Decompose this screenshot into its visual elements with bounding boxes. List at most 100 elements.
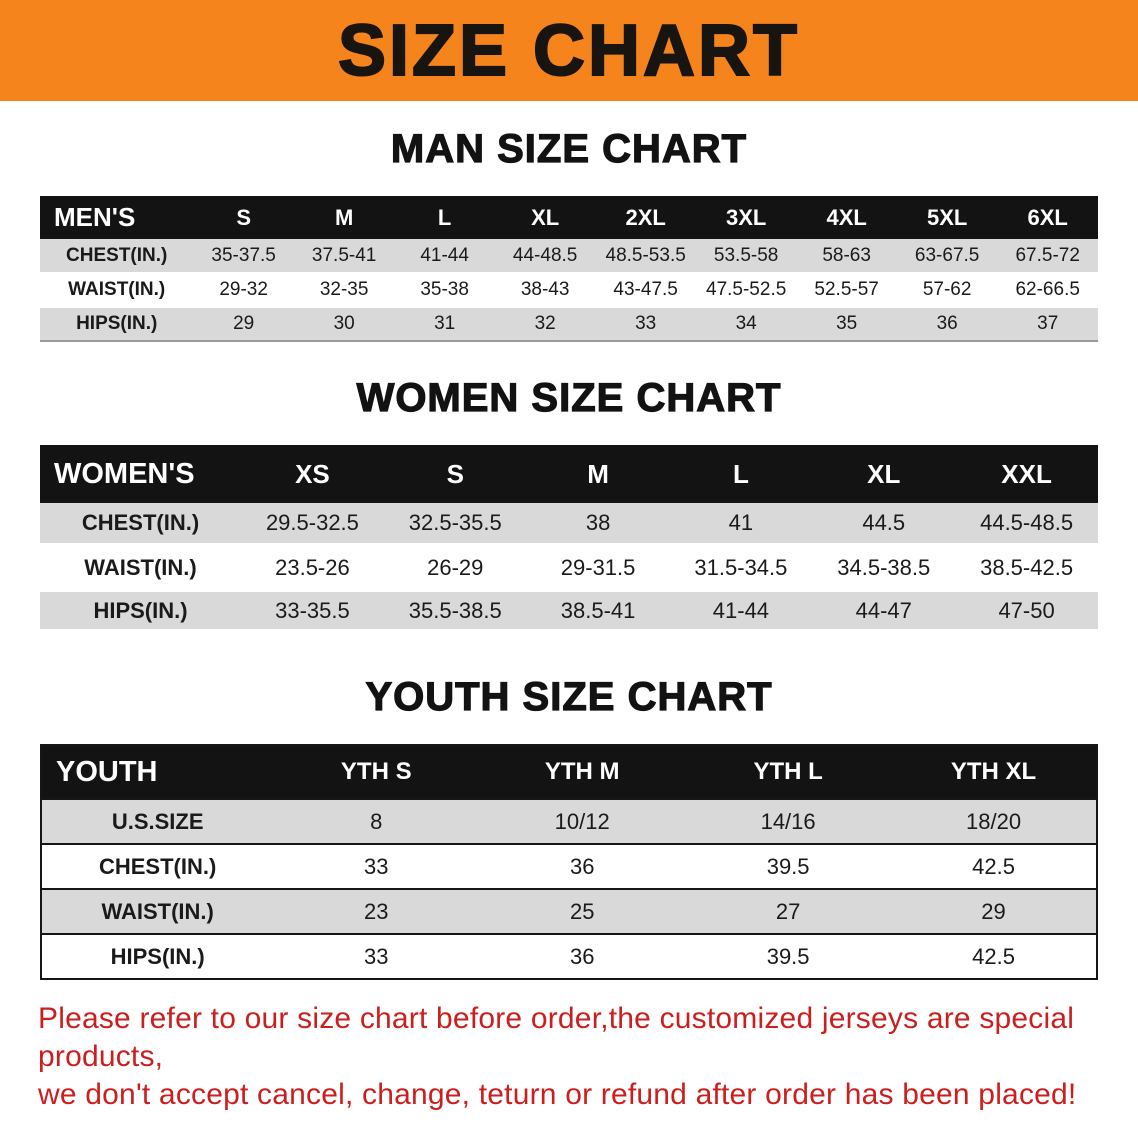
row-label-cell: CHEST(IN.) (98, 853, 217, 879)
size-value-cell: 27 (775, 898, 801, 924)
size-header-cell: 4XL (796, 196, 897, 239)
table-row: WAIST(IN.) 23 25 27 29 (41, 889, 1097, 934)
table-row: CHEST(IN.) 33 36 39.5 42.5 (41, 844, 1097, 889)
disclaimer-line-1: Please refer to our size chart before or… (38, 1002, 1075, 1073)
size-header-cell: S (193, 196, 294, 239)
size-value-cell: 36 (569, 943, 595, 969)
size-value-cell: 58-63 (822, 244, 871, 266)
table-row: HIPS(IN.) 29 30 31 32 33 34 35 36 37 (40, 307, 1098, 341)
size-value-cell: 48.5-53.5 (605, 244, 686, 266)
size-header-cell: YTH M (479, 745, 686, 799)
row-label-cell: WAIST(IN.) (84, 554, 197, 580)
size-value-cell: 31.5-34.5 (694, 554, 788, 580)
row-label-cell: WAIST(IN.) (68, 279, 166, 300)
size-value-cell: 14/16 (760, 808, 816, 834)
size-value-cell: 33 (364, 943, 389, 969)
size-value-cell: 39.5 (766, 943, 810, 969)
size-value-cell: 29.5-32.5 (265, 510, 359, 535)
size-header-cell: 2XL (595, 196, 696, 239)
size-header-cell: L (669, 445, 813, 503)
table-row: CHEST(IN.) 29.5-32.5 32.5-35.5 38 41 44.5 44.5… (40, 503, 1098, 546)
size-value-cell: 33 (364, 853, 389, 879)
size-value-cell: 43-47.5 (613, 279, 678, 300)
row-label-cell: HIPS(IN.) (110, 943, 205, 969)
table-row: WAIST(IN.) 23.5-26 26-29 29-31.5 31.5-34.5 34… (40, 546, 1098, 589)
banner-title: SIZE CHART (337, 10, 800, 92)
size-value-cell: 23.5-26 (275, 554, 350, 580)
women-section-heading: WOMEN SIZE CHART (356, 375, 782, 420)
size-value-cell: 44.5-48.5 (980, 510, 1074, 535)
size-value-cell: 36 (569, 853, 595, 879)
size-value-cell: 67.5-72 (1015, 244, 1080, 266)
size-value-cell: 52.5-57 (814, 279, 879, 300)
size-value-cell: 38-43 (520, 279, 570, 300)
size-value-cell: 41-44 (712, 597, 770, 623)
size-value-cell: 38.5-42.5 (980, 554, 1074, 580)
size-value-cell: 37.5-41 (311, 244, 377, 266)
size-value-cell: 35.5-38.5 (408, 597, 502, 623)
size-value-cell: 34 (735, 313, 757, 334)
table-row: WAIST(IN.) 29-32 32-35 35-38 38-43 43-47.5 47.… (40, 273, 1098, 307)
size-value-cell: 26-29 (427, 554, 484, 580)
size-value-cell: 31 (434, 313, 456, 334)
row-label-cell: HIPS(IN.) (93, 597, 188, 623)
size-value-cell: 18/20 (966, 808, 1022, 834)
size-value-cell: 38 (585, 510, 611, 535)
youth-size-table: YOUTH YTH S YTH M YTH L YTH XL U.S.SIZE 8 10/12… (40, 744, 1098, 980)
size-header-cell: XXL (955, 445, 1098, 503)
size-value-cell: 57-62 (922, 279, 972, 300)
size-value-cell: 30 (333, 313, 355, 334)
header-row: YOUTH YTH S YTH M YTH L YTH XL (41, 745, 1097, 799)
disclaimer: Please refer to our size chart before or… (38, 1000, 1100, 1114)
header-row: WOMEN'S XS S M L XL XXL (40, 445, 1098, 503)
size-value-cell: 53.5-58 (713, 244, 779, 266)
size-value-cell: 39.5 (766, 853, 810, 879)
table-row: HIPS(IN.) 33 36 39.5 42.5 (41, 934, 1097, 979)
size-value-cell: 47.5-52.5 (706, 279, 787, 300)
size-header-cell: M (526, 445, 670, 503)
table-title-cell: MEN'S (40, 196, 194, 239)
table-row: U.S.SIZE 8 10/12 14/16 18/20 (41, 799, 1097, 844)
row-label-cell: HIPS(IN.) (76, 313, 158, 334)
size-value-cell: 44.5 (862, 510, 906, 535)
size-value-cell: 33 (635, 313, 657, 334)
table-title-cell: WOMEN'S (40, 445, 242, 503)
size-value-cell: 32 (534, 313, 556, 334)
size-value-cell: 29-31.5 (560, 554, 636, 580)
size-value-cell: 34.5-38.5 (837, 554, 931, 580)
size-header-cell: XL (494, 196, 596, 239)
size-value-cell: 63-67.5 (914, 244, 980, 266)
men-size-table: MEN'S S M L XL 2XL 3XL 4XL 5XL 6XL CHEST(IN.) 35-37… (40, 196, 1098, 342)
size-header-cell: XL (812, 445, 956, 503)
size-value-cell: 37 (1037, 313, 1059, 334)
size-value-cell: 25 (569, 898, 595, 924)
size-value-cell: 42.5 (972, 853, 1015, 879)
size-value-cell: 36 (936, 313, 958, 334)
row-label-cell: U.S.SIZE (111, 808, 204, 834)
size-value-cell: 32-35 (319, 279, 369, 300)
row-label-cell: CHEST(IN.) (81, 510, 200, 535)
size-value-cell: 8 (370, 808, 383, 834)
size-value-cell: 23 (364, 898, 389, 924)
row-label-cell: WAIST(IN.) (101, 898, 214, 924)
size-header-cell: YTH S (273, 745, 480, 799)
size-value-cell: 47-50 (998, 597, 1055, 623)
size-value-cell: 29 (981, 898, 1006, 924)
size-value-cell: 10/12 (554, 808, 610, 834)
size-value-cell: 32.5-35.5 (408, 510, 502, 535)
disclaimer-line-2: we don't accept cancel, change, teturn o… (38, 1078, 1077, 1111)
table-title-cell: YOUTH (41, 745, 274, 799)
size-header-cell: M (293, 196, 395, 239)
size-header-cell: XS (241, 445, 384, 503)
size-value-cell: 62-66.5 (1015, 279, 1080, 300)
size-chart-banner: SIZE CHART (0, 0, 1138, 101)
size-value-cell: 41-44 (420, 244, 469, 266)
size-header-cell: YTH L (685, 745, 892, 799)
size-value-cell: 41 (728, 510, 754, 535)
size-value-cell: 35-37.5 (211, 244, 276, 266)
size-value-cell: 44-48.5 (512, 244, 578, 266)
size-header-cell: L (394, 196, 495, 239)
youth-section-heading: YOUTH SIZE CHART (365, 674, 773, 719)
size-value-cell: 35-38 (420, 279, 469, 300)
size-header-cell: S (383, 445, 527, 503)
